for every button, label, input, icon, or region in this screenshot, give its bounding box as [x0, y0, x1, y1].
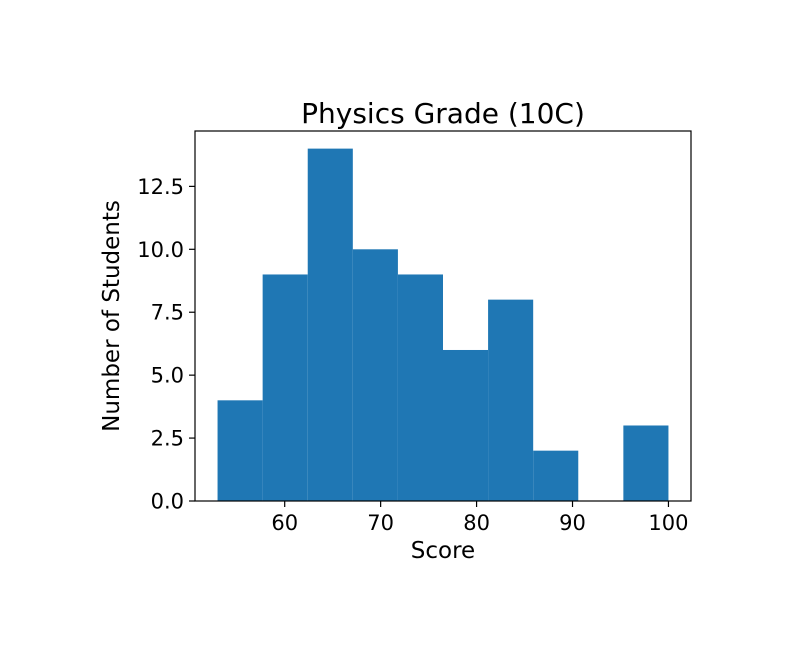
histogram-bar: [397, 274, 443, 501]
y-tick-label: 10.0: [137, 238, 184, 262]
chart-title: Physics Grade (10C): [301, 97, 585, 130]
x-tick-label: 60: [271, 511, 298, 535]
y-axis-ticks: 0.0 2.5 5.0 7.5 10.0 12.5: [137, 175, 195, 514]
x-tick-label: 80: [463, 511, 490, 535]
histogram-bars: [217, 148, 669, 501]
histogram-bar: [443, 349, 489, 501]
axes-frame: [194, 130, 692, 502]
x-tick-label: 70: [367, 511, 394, 535]
y-tick-label: 12.5: [137, 175, 184, 199]
x-tick-label: 90: [559, 511, 586, 535]
histogram-bar: [307, 148, 353, 501]
y-tick-label: 0.0: [151, 490, 184, 514]
histogram-bar: [352, 249, 398, 501]
x-axis-label: Score: [411, 538, 475, 564]
y-tick-label: 7.5: [151, 301, 184, 325]
histogram-bar: [623, 425, 669, 501]
x-tick-label: 100: [648, 511, 688, 535]
y-axis-label: Number of Students: [99, 200, 125, 432]
histogram-bar: [488, 299, 534, 501]
y-tick-label: 2.5: [151, 427, 184, 451]
histogram-bar: [533, 450, 579, 501]
histogram-bar: [217, 400, 263, 501]
plot-area: [194, 130, 692, 502]
y-tick-label: 5.0: [151, 364, 184, 388]
x-axis-ticks: 60 70 80 90 100: [271, 501, 689, 535]
histogram-bar: [262, 274, 308, 501]
